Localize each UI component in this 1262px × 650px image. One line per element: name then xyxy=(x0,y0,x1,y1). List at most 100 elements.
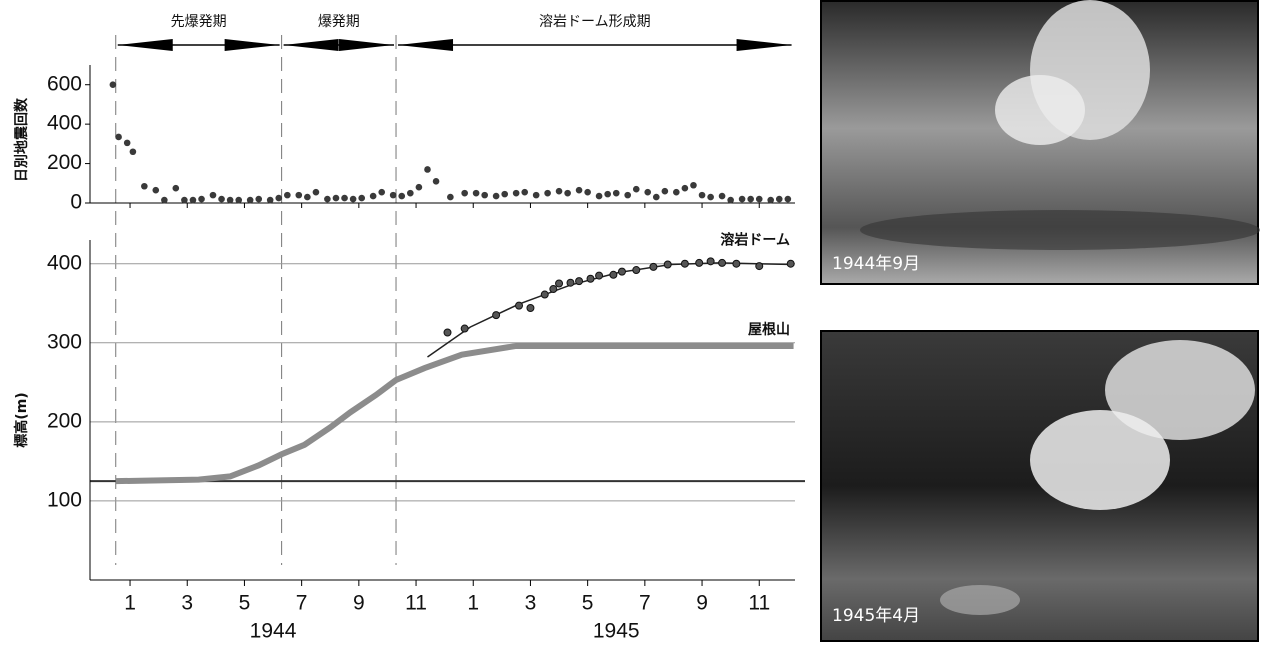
point xyxy=(653,194,660,201)
page: 1944年9月 1945年4月 日別地震回数 標高(m) 先爆発期 爆発期 溶岩ドー… xyxy=(0,0,1262,646)
point xyxy=(493,312,500,319)
point xyxy=(576,278,583,285)
x-tick-label: 7 xyxy=(296,592,308,615)
y-tick-label: 200 xyxy=(47,409,82,432)
point xyxy=(444,329,451,336)
arrow-head xyxy=(284,39,339,51)
point xyxy=(662,188,669,195)
point xyxy=(767,197,774,204)
point xyxy=(567,279,574,286)
point xyxy=(284,192,291,199)
point xyxy=(227,197,234,204)
point xyxy=(124,140,131,147)
y-axis-label: 標高(m) xyxy=(13,392,30,447)
point xyxy=(733,260,740,267)
point xyxy=(664,261,671,268)
arrow-head xyxy=(339,39,394,51)
point xyxy=(481,192,488,199)
year-label: 1944 xyxy=(250,620,297,643)
point xyxy=(556,280,563,287)
point xyxy=(739,196,746,203)
y-tick-label: 300 xyxy=(47,330,82,353)
point xyxy=(447,194,454,201)
point xyxy=(618,268,625,275)
point xyxy=(650,263,657,270)
point xyxy=(493,193,500,200)
x-tick-label: 3 xyxy=(525,592,537,615)
point xyxy=(756,196,763,203)
point xyxy=(275,195,282,202)
point xyxy=(604,191,611,198)
point xyxy=(727,197,734,204)
point xyxy=(295,192,302,199)
point xyxy=(513,190,520,197)
point xyxy=(541,291,548,298)
point xyxy=(358,195,365,202)
point xyxy=(378,189,385,196)
point xyxy=(707,194,714,201)
point xyxy=(161,197,168,204)
point xyxy=(341,195,348,202)
point xyxy=(527,305,534,312)
photo-2: 1945年4月 xyxy=(821,331,1258,641)
point xyxy=(247,197,254,204)
point xyxy=(556,188,563,195)
y-tick-label: 0 xyxy=(70,191,82,214)
point xyxy=(304,194,311,201)
arrow-head xyxy=(737,39,792,51)
point xyxy=(218,196,225,203)
series-label: 屋根山 xyxy=(748,321,790,338)
arrow-head xyxy=(225,39,280,51)
x-tick-label: 5 xyxy=(582,592,594,615)
point xyxy=(407,190,414,197)
point xyxy=(633,267,640,274)
point xyxy=(596,272,603,279)
y-axis-label: 日別地震回数 xyxy=(13,97,30,182)
point xyxy=(235,197,242,204)
point xyxy=(324,196,331,203)
point xyxy=(416,184,423,191)
point xyxy=(576,187,583,194)
point xyxy=(313,189,320,196)
x-tick-label: 1 xyxy=(124,592,136,615)
x-tick-label: 7 xyxy=(639,592,651,615)
y-tick-label: 200 xyxy=(47,151,82,174)
point xyxy=(584,189,591,196)
y-tick-label: 400 xyxy=(47,112,82,135)
arrow-head xyxy=(118,39,173,51)
y-tick-label: 100 xyxy=(47,488,82,511)
point xyxy=(433,178,440,185)
point xyxy=(564,190,571,197)
point xyxy=(787,260,794,267)
point xyxy=(776,196,783,203)
photo-caption: 1944年9月 xyxy=(832,254,920,274)
point xyxy=(681,260,688,267)
x-tick-label: 1 xyxy=(467,592,479,615)
photo-caption: 1945年4月 xyxy=(832,606,920,626)
point xyxy=(516,302,523,309)
period-label: 先爆発期 xyxy=(171,14,227,30)
point xyxy=(521,189,528,196)
period-label: 爆発期 xyxy=(318,14,360,30)
point xyxy=(424,166,431,173)
point xyxy=(533,192,540,199)
x-tick-label: 9 xyxy=(353,592,365,615)
point xyxy=(699,192,706,199)
point xyxy=(587,275,594,282)
point xyxy=(152,187,159,194)
point xyxy=(596,193,603,200)
x-tick-label: 3 xyxy=(181,592,193,615)
point xyxy=(141,183,148,190)
period-label: 溶岩ドーム形成期 xyxy=(539,14,651,30)
point xyxy=(173,185,180,192)
point xyxy=(267,197,274,204)
point xyxy=(210,192,217,199)
point xyxy=(550,286,557,293)
point xyxy=(350,196,357,203)
point xyxy=(690,182,697,189)
y-tick-label: 600 xyxy=(47,72,82,95)
point xyxy=(544,190,551,197)
point xyxy=(719,259,726,266)
x-tick-label: 11 xyxy=(405,592,427,615)
point xyxy=(370,193,377,200)
